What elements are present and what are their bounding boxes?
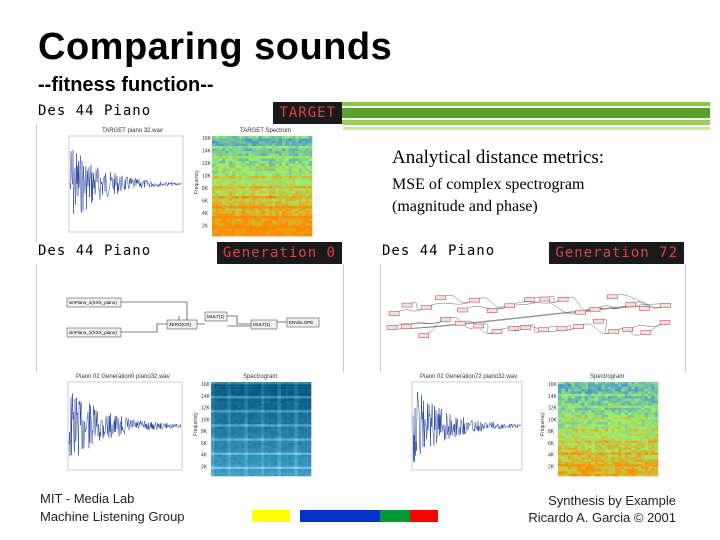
gen0-charts: Piano 02 Generation0 piano32.wav Spectro…: [36, 372, 342, 480]
green-stripe-decoration: [338, 102, 710, 130]
target-waveform-chart: TARGET piano 32.wav: [68, 128, 184, 233]
freq-tick: 16K: [201, 382, 211, 388]
gen0-node-5: MULT(1): [253, 322, 271, 327]
color-bar-green: [380, 510, 410, 522]
gen0-panel-header: Des 44 Piano Generation 0: [36, 242, 342, 264]
freq-tick: 16K: [202, 136, 212, 142]
footer-talk-title: Synthesis by Example: [548, 493, 676, 508]
freq-tick: 6K: [201, 441, 208, 447]
gen0-spectrogram-chart: Spectrogram Frequency 16K 14K 12K 10K 8K 6K 4K…: [193, 374, 312, 477]
gen72-freq-label: Frequency: [540, 412, 546, 436]
gen72-panel-name: Des 44 Piano: [382, 243, 496, 259]
slide-subtitle: --fitness function--: [38, 74, 214, 96]
gen0-node-4: MULT(1): [207, 314, 225, 319]
target-spectrogram: [212, 136, 313, 237]
metrics-line-2: (magnitude and phase): [392, 198, 538, 215]
gen72-charts: Piano 02 Generation72 piano32.wav Spectr…: [380, 372, 684, 480]
freq-tick: 14K: [201, 394, 211, 400]
target-panel-tag: TARGET: [273, 102, 342, 124]
color-bar-red: [410, 510, 438, 522]
gen72-panel-header: Des 44 Piano Generation 72: [380, 242, 684, 264]
footer-group: Machine Listening Group: [40, 509, 185, 524]
gen72-spec-title: Spectrogram: [590, 374, 624, 380]
freq-tick: 12K: [201, 406, 211, 412]
gen72-waveform: [412, 391, 521, 463]
freq-tick: 10K: [548, 417, 558, 423]
gen72-waveform-chart: Piano 02 Generation72 piano32.wav: [411, 374, 523, 471]
gen0-node-6: ENVELOPE: [289, 320, 313, 325]
footer-affiliation: MIT - Media Lab: [40, 491, 135, 506]
target-spectrogram-chart: TARGET Spectrum Frequency 16K 14K 12K 10K 8K…: [194, 128, 313, 237]
freq-tick: 4K: [548, 453, 555, 459]
target-spec-title: TARGET Spectrum: [240, 128, 291, 134]
freq-tick: 4K: [202, 211, 209, 217]
freq-tick: 4K: [201, 453, 208, 459]
freq-tick: 6K: [202, 199, 209, 205]
gen0-node-3: ZERO(CR): [169, 322, 191, 327]
gen72-spectrogram-chart: Spectrogram Frequency 16K 14K 12K 10K 8K 6K 4K…: [540, 374, 659, 477]
gen0-patch-diagram: sinPiano_1(XXX_piano) sinPiano_1(XXX_pia…: [36, 264, 344, 372]
gen0-spec-title: Spectrogram: [243, 374, 277, 380]
target-freq-label: Frequency: [194, 170, 200, 194]
gen72-spectrogram: [558, 382, 659, 477]
target-waveform: [69, 150, 182, 214]
freq-tick: 14K: [202, 149, 212, 155]
freq-tick: 12K: [202, 161, 212, 167]
gen0-node-2: sinPiano_1(XXX_piano): [69, 330, 117, 335]
freq-tick: 8K: [202, 186, 209, 192]
slide-title: Comparing sounds: [38, 26, 393, 68]
metrics-heading: Analytical distance metrics:: [392, 147, 605, 168]
color-bar-blue: [300, 510, 380, 522]
color-bar-yellow: [252, 510, 290, 522]
freq-tick: 2K: [201, 464, 208, 470]
footer-copyright: Ricardo A. Garcia © 2001: [528, 510, 676, 525]
gen0-freq-label: Frequency: [193, 412, 199, 436]
gen0-panel-tag: Generation 0: [216, 242, 342, 264]
gen0-spectrogram: [211, 382, 312, 477]
gen0-waveform: [68, 393, 181, 457]
target-panel-header: Des 44 Piano TARGET: [36, 102, 342, 124]
freq-tick: 6K: [548, 441, 555, 447]
target-panel: TARGET piano 32.wav TARGET Spectrum Freq…: [36, 124, 343, 242]
gen72-patch-diagram: [380, 264, 686, 372]
target-panel-name: Des 44 Piano: [38, 103, 152, 119]
freq-tick: 12K: [548, 406, 558, 412]
freq-tick: 14K: [548, 394, 558, 400]
freq-tick: 8K: [548, 429, 555, 435]
freq-tick: 8K: [201, 429, 208, 435]
gen72-wave-title: Piano 02 Generation72 piano32.wav: [420, 374, 517, 380]
freq-tick: 10K: [201, 417, 211, 423]
gen72-panel-tag: Generation 72: [549, 242, 684, 264]
freq-tick: 2K: [202, 224, 209, 230]
target-wave-title: TARGET piano 32.wav: [102, 128, 163, 134]
freq-tick: 16K: [548, 382, 558, 388]
metrics-line-1: MSE of complex spectrogram: [392, 176, 585, 193]
gen0-waveform-chart: Piano 02 Generation0 piano32.wav: [67, 374, 183, 471]
gen0-panel-name: Des 44 Piano: [38, 243, 152, 259]
freq-tick: 10K: [202, 174, 212, 180]
gen0-node-1: sinPiano_1(XXX_piano): [69, 300, 117, 305]
freq-tick: 2K: [548, 464, 555, 470]
gen0-wave-title: Piano 02 Generation0 piano32.wav: [76, 374, 170, 380]
